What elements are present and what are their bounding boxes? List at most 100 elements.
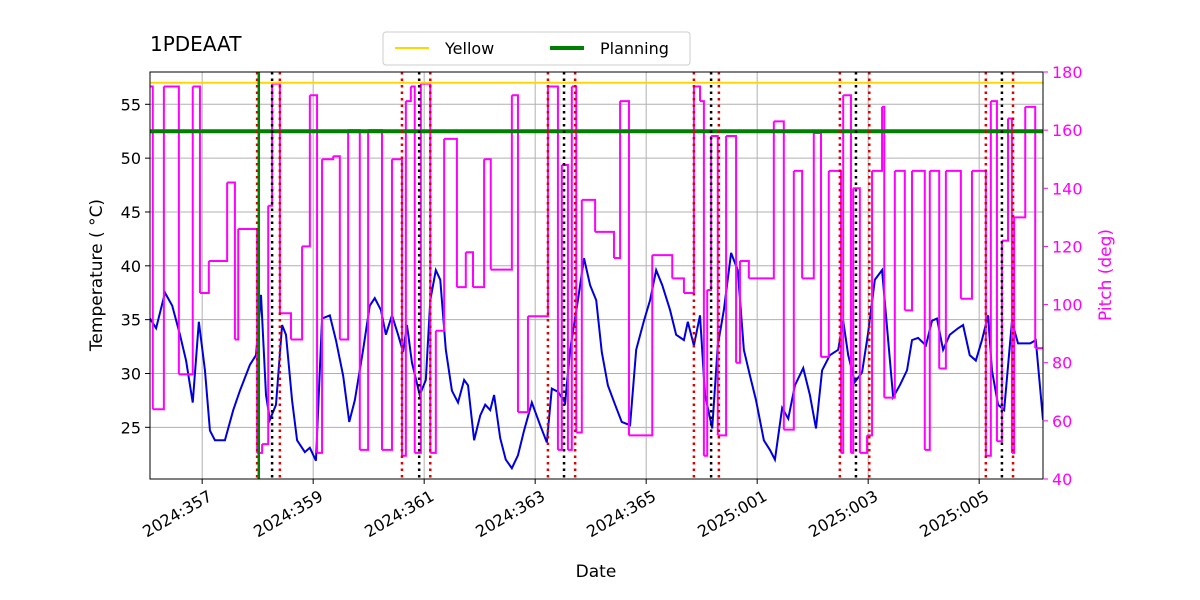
y2-tick-label: 180 (1052, 63, 1083, 82)
pitch-step (693, 85, 702, 102)
y-tick-label: 50 (121, 149, 141, 168)
pitch-step (444, 137, 458, 288)
pitch-step (773, 120, 785, 430)
pitch-step (793, 169, 804, 279)
pitch-step (435, 138, 446, 332)
pitch-step (620, 100, 630, 436)
pitch-step (309, 94, 319, 453)
pitch-step (414, 83, 422, 454)
plot-frame (149, 71, 1044, 480)
pitch-step (802, 133, 815, 280)
pitch-step (859, 435, 869, 454)
pitch-step (929, 169, 941, 369)
plot-area (150, 72, 1043, 479)
pitch-step (843, 94, 852, 453)
pitch-step (1014, 106, 1027, 219)
pitch-step (152, 86, 165, 411)
pitch-step (1025, 105, 1037, 349)
pitch-step (234, 228, 240, 341)
pitch-step (227, 181, 236, 340)
pitch-step (652, 254, 674, 279)
pitch-step (368, 129, 383, 450)
pitch-step (484, 158, 492, 270)
legend: Yellow Planning (395, 39, 669, 58)
pitch-step (700, 100, 705, 456)
pitch-step (410, 85, 416, 453)
y-tick-label: 55 (121, 95, 141, 114)
pitch-step (490, 95, 513, 271)
pitch-step (456, 252, 467, 289)
pitch-step (683, 86, 695, 294)
pitch-step (381, 159, 393, 451)
pitch-step (707, 135, 713, 292)
pitch-step (939, 170, 947, 370)
pitch-step (840, 95, 845, 454)
y2-tick-label: 80 (1052, 354, 1072, 373)
y2-tick-label: 140 (1052, 179, 1083, 198)
pitch-step (739, 259, 750, 279)
pitch-step (163, 85, 180, 375)
pitch-step (882, 105, 886, 398)
pitch-step (990, 100, 998, 442)
legend-label: Yellow (444, 39, 494, 58)
pitch-step (547, 85, 559, 450)
pitch-step (391, 158, 403, 456)
pitch-step (726, 134, 738, 363)
pitch-step (199, 260, 210, 294)
pitch-step (960, 170, 973, 300)
pitch-step (333, 155, 341, 340)
pitch-step (595, 230, 615, 259)
pitch-step (401, 101, 407, 457)
pitch-step (192, 85, 201, 293)
x-tick-label: 2024:361 (361, 486, 437, 541)
pitch-step (884, 170, 896, 399)
y2-tick-label: 100 (1052, 296, 1083, 315)
y-axis-label: Temperature ( °C) (87, 199, 107, 352)
pitch-step (717, 135, 728, 437)
x-tick-label: 2024:363 (472, 486, 548, 541)
y-tick-label: 30 (121, 364, 141, 383)
pitch-step (912, 169, 926, 450)
pitch-step (783, 170, 795, 431)
pitch-step (867, 170, 874, 437)
pitch-step (178, 86, 194, 376)
pitch-step (405, 86, 412, 103)
pitch-step (672, 277, 685, 293)
x-tick-label: 2024:365 (583, 486, 659, 541)
pitch-step (322, 156, 335, 161)
pitch-step (430, 330, 437, 454)
y2-tick-label: 120 (1052, 237, 1083, 256)
y-tick-label: 25 (121, 418, 141, 437)
chart-title: 1PDEAAT (150, 32, 242, 56)
pitch-step (576, 199, 583, 434)
pitch-step (850, 188, 855, 454)
legend-label: Planning (600, 39, 669, 58)
pitch-step (317, 159, 324, 454)
temperature-line (150, 252, 1043, 471)
pitch-step (924, 170, 931, 451)
pitch-step (359, 130, 370, 451)
y-tick-label: 45 (121, 203, 141, 222)
y-tick-label: 40 (121, 257, 141, 276)
pitch-step (150, 85, 154, 410)
pitch-step (511, 94, 519, 413)
pitch-step (339, 130, 350, 341)
pitch-step (420, 82, 432, 453)
pitch-step (736, 260, 741, 364)
pitch-step (945, 169, 962, 299)
pitch-step (262, 205, 270, 446)
pitch-step (872, 106, 884, 172)
pitch-step (711, 134, 719, 436)
pitch-step (238, 227, 259, 453)
x-tick-label: 2025:001 (694, 486, 770, 541)
pitch-step (581, 198, 597, 232)
pitch-step (208, 182, 229, 262)
legend-box (382, 31, 691, 66)
pitch-step (613, 101, 622, 260)
y2-axis-label: Pitch (deg) (1096, 229, 1116, 321)
pitch-step (473, 159, 486, 289)
y-tick-label: 35 (121, 311, 141, 330)
pitch-step (567, 86, 573, 451)
pitch-step (465, 251, 475, 288)
